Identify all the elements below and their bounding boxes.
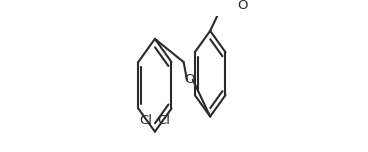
Text: Cl: Cl — [158, 114, 170, 127]
Text: O: O — [237, 0, 248, 12]
Text: O: O — [185, 73, 195, 86]
Text: Cl: Cl — [139, 114, 152, 127]
